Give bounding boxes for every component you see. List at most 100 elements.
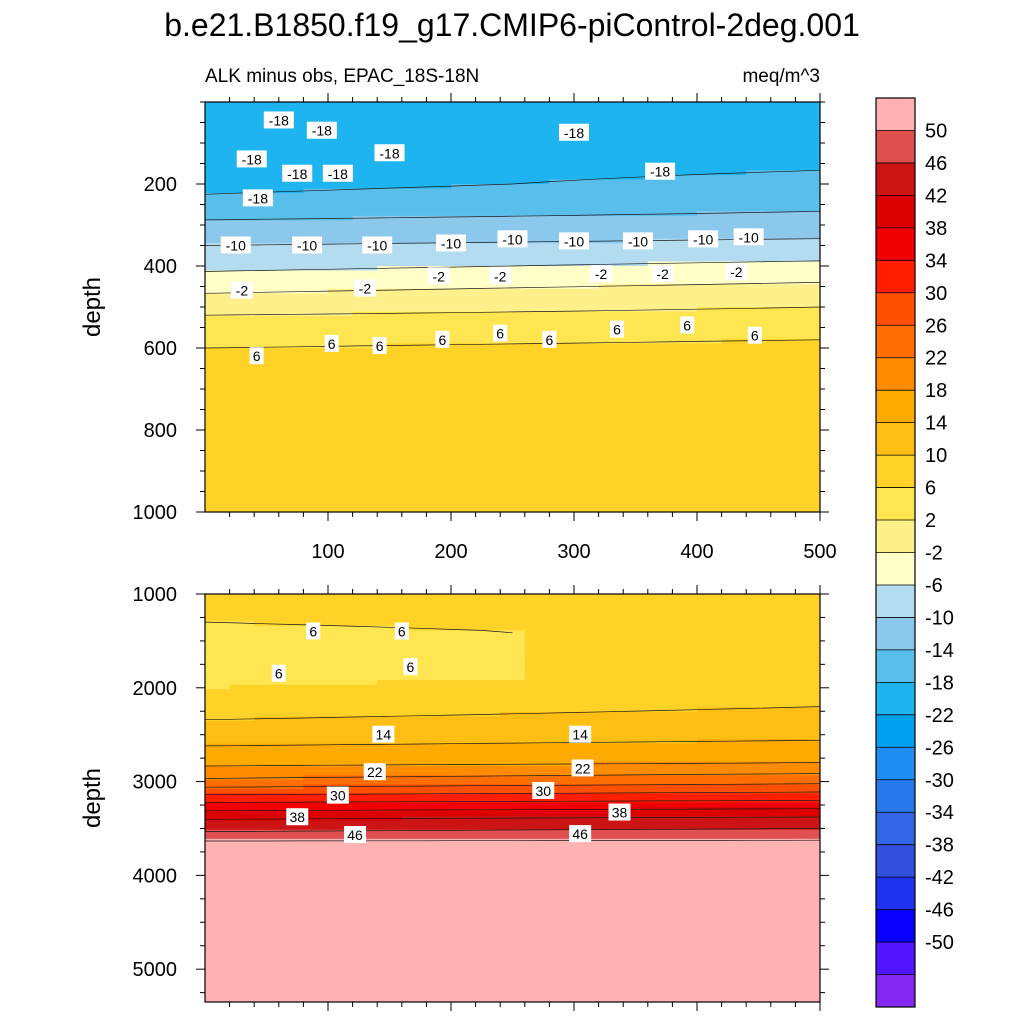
field-cell [746,357,772,363]
field-cell [623,193,649,199]
field-cell [770,594,796,600]
colorbar-box [876,130,915,164]
field-cell [254,961,280,967]
field-cell [278,757,304,763]
field-cell [328,934,354,940]
field-cell [721,466,747,472]
field-cell [697,143,723,149]
field-cell [746,648,772,654]
field-cell [451,120,477,126]
field-cell [451,161,477,167]
field-cell [500,594,526,600]
field-cell [524,856,550,863]
field-cell [795,334,820,340]
field-cell [426,934,452,940]
field-cell [352,507,378,512]
field-cell [303,102,329,108]
field-cell [475,275,501,281]
field-cell [500,893,526,899]
field-cell [574,507,600,512]
field-cell [475,616,501,622]
colorbar-label: 42 [925,185,947,207]
field-cell [500,643,526,649]
field-cell [328,820,354,826]
field-cell [426,671,452,677]
field-cell [401,779,427,785]
field-cell [451,124,477,130]
field-cell [672,389,698,395]
field-cell [574,174,600,181]
field-cell [500,798,526,804]
field-cell [623,147,649,153]
field-cell [451,630,477,636]
field-cell [549,598,575,604]
field-cell [672,594,698,600]
field-cell [746,911,772,917]
field-cell [254,847,280,853]
field-cell [549,393,575,399]
colorbar-label: 14 [925,413,947,435]
field-cell [524,956,550,962]
field-cell [770,129,796,135]
field-cell [770,861,796,867]
field-cell [770,852,796,858]
field-cell [205,411,231,417]
field-cell [278,220,304,226]
field-cell [697,370,723,376]
field-cell [598,752,624,758]
field-cell [746,106,772,112]
field-cell [352,138,378,144]
field-cell [770,657,796,663]
field-cell [475,220,501,226]
field-cell [500,111,526,117]
field-cell [278,788,304,795]
field-cell [598,288,624,294]
field-cell [795,452,820,458]
field-cell [229,770,255,776]
field-cell [672,870,698,876]
field-cell [352,707,378,713]
field-cell [500,702,526,708]
field-cell [303,425,329,431]
field-cell [328,138,354,144]
field-cell [278,480,304,486]
field-cell [278,725,304,731]
field-cell [377,888,403,894]
field-cell [229,111,255,117]
field-cell [795,480,820,486]
field-cell [647,466,673,472]
field-cell [770,170,796,176]
field-cell [426,288,452,294]
field-cell [500,284,526,290]
field-cell [401,366,427,372]
field-cell [672,956,698,962]
field-cell [647,343,673,349]
field-cell [549,906,575,912]
field-cell [549,165,575,171]
field-cell [697,206,723,212]
field-cell [278,902,304,908]
field-cell [401,875,427,881]
field-cell [254,965,280,971]
field-cell [500,675,526,681]
field-cell [328,979,354,985]
field-cell [401,929,427,935]
field-cell [377,311,403,317]
field-cell [623,275,649,281]
field-cell [574,402,600,408]
field-cell [278,256,304,263]
field-cell [746,480,772,486]
field-cell [475,165,501,171]
field-cell [352,943,378,949]
field-cell [770,988,796,994]
field-cell [500,138,526,144]
field-cell [352,866,378,872]
field-cell [377,897,403,903]
field-cell [303,720,329,727]
field-cell [451,965,477,971]
field-cell [475,680,501,686]
field-cell [205,302,231,308]
field-cell [574,152,600,158]
field-cell [426,680,452,686]
field-cell [278,502,304,509]
